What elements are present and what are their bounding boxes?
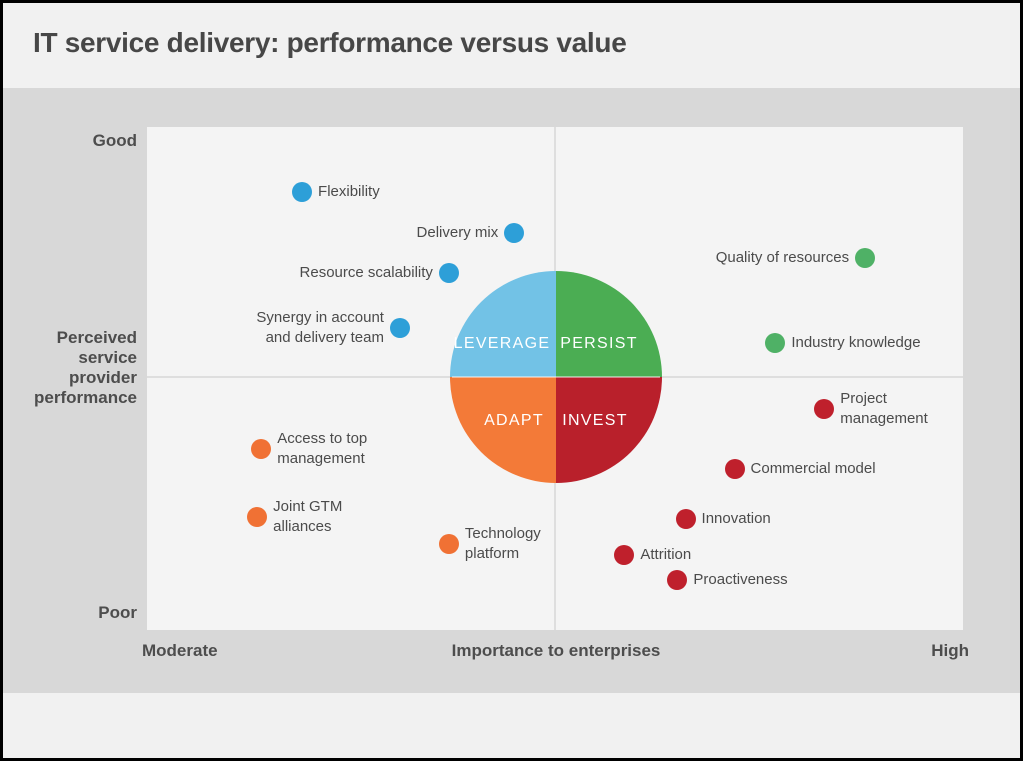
data-point [724, 459, 745, 480]
x-axis-title: Importance to enterprises [451, 641, 661, 660]
point-label: Delivery mix [416, 223, 499, 241]
page-title: IT service delivery: performance versus … [33, 27, 627, 58]
data-point [765, 333, 786, 354]
data-point [438, 534, 459, 555]
data-point [292, 182, 313, 203]
data-point [855, 247, 876, 268]
point-label: Resource scalability [299, 263, 433, 281]
invest-wedge [556, 377, 662, 483]
point-label: Access to top management [277, 429, 368, 467]
point-label: Flexibility [318, 183, 380, 201]
data-point [675, 509, 696, 530]
point-label: Quality of resources [715, 248, 850, 266]
quadrant-label-leverage: LEVERAGE [453, 335, 551, 352]
footer-band: Everest Group Customer (Dis)Satisfaction… [0, 693, 1023, 761]
point-label: Innovation [701, 510, 771, 528]
circle-horizontal-divider [452, 376, 660, 378]
data-point [251, 438, 272, 459]
data-point [667, 569, 688, 590]
title-band: IT service delivery: performance versus … [0, 0, 1023, 88]
point-label: Commercial model [750, 460, 876, 478]
quadrant-label-invest: INVEST [562, 412, 628, 429]
data-point [814, 398, 835, 419]
point-label: Technology platform [464, 525, 541, 563]
y-axis-max-label: Good [92, 131, 137, 150]
leverage-wedge [450, 271, 556, 377]
persist-wedge [556, 271, 662, 377]
point-label: Synergy in account and delivery team [256, 309, 384, 347]
point-label: Industry knowledge [791, 334, 921, 352]
adapt-wedge [450, 377, 556, 483]
point-label: Proactiveness [693, 570, 788, 588]
data-point [504, 222, 525, 243]
quadrant-label-persist: PERSIST [560, 335, 638, 352]
point-label: Joint GTM alliances [273, 497, 343, 535]
quadrant-label-adapt: ADAPT [484, 412, 544, 429]
point-label: Project management [840, 389, 928, 427]
quadrant-circle [450, 271, 662, 483]
data-point [438, 262, 459, 283]
point-label: Attrition [640, 545, 692, 563]
y-axis-title: Perceived service provider performance [34, 328, 137, 407]
y-axis-min-label: Poor [98, 603, 137, 622]
data-point [247, 506, 268, 527]
x-axis-max-label: High [931, 641, 969, 660]
data-point [614, 544, 635, 565]
data-point [389, 318, 410, 339]
x-axis-min-label: Moderate [142, 641, 218, 660]
